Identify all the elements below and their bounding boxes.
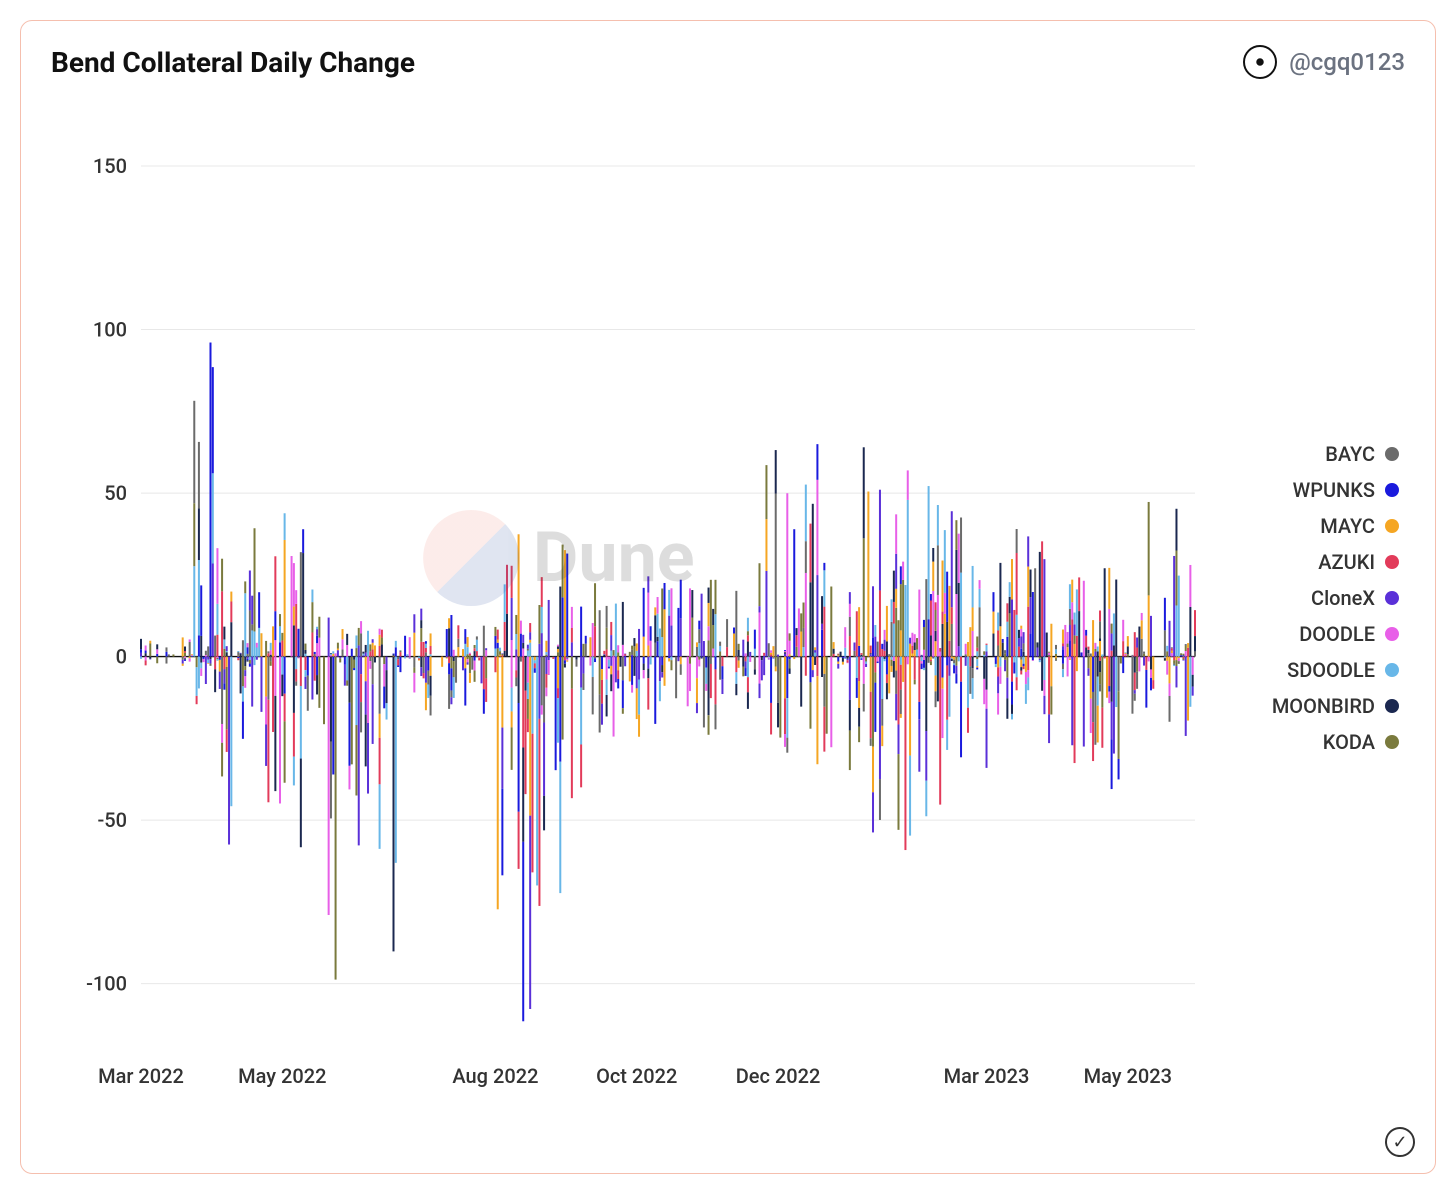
legend-label: AZUKI (1318, 550, 1375, 574)
legend-label: MAYC (1320, 514, 1375, 538)
legend-dot-icon (1385, 699, 1399, 713)
chart-area: Dune -100-50050100150Mar 2022May 2022Aug… (21, 87, 1435, 1159)
svg-text:Aug 2022: Aug 2022 (452, 1064, 538, 1088)
legend-item-doodle[interactable]: DOODLE (1299, 622, 1399, 646)
legend-label: BAYC (1325, 442, 1375, 466)
legend-dot-icon (1385, 555, 1399, 569)
chart-svg: -100 -50 0 50 100 150 Mar 2022 May 2022 Aug 2022… (51, 97, 1205, 1099)
legend-dot-icon (1385, 627, 1399, 641)
svg-text:50: 50 (104, 481, 127, 505)
legend-item-wpunks[interactable]: WPUNKS (1293, 478, 1399, 502)
svg-text:Mar 2023: Mar 2023 (944, 1064, 1030, 1088)
chart-title: Bend Collateral Daily Change (51, 46, 415, 79)
svg-text:-100: -100 (86, 972, 127, 996)
legend-dot-icon (1385, 735, 1399, 749)
svg-text:Oct 2022: Oct 2022 (596, 1064, 677, 1088)
legend-label: SDOODLE (1287, 658, 1375, 682)
target-icon (1243, 45, 1277, 79)
svg-text:0: 0 (116, 645, 127, 669)
legend-label: DOODLE (1299, 622, 1375, 646)
legend-label: MOONBIRD (1272, 694, 1375, 718)
legend-dot-icon (1385, 447, 1399, 461)
verified-check-icon: ✓ (1385, 1127, 1415, 1157)
svg-text:May 2022: May 2022 (238, 1064, 326, 1088)
legend-dot-icon (1385, 591, 1399, 605)
svg-text:Dec 2022: Dec 2022 (736, 1064, 821, 1088)
legend-dot-icon (1385, 663, 1399, 677)
legend-item-sdoodle[interactable]: SDOODLE (1287, 658, 1399, 682)
legend-item-moonbird[interactable]: MOONBIRD (1272, 694, 1399, 718)
legend-item-mayc[interactable]: MAYC (1320, 514, 1399, 538)
svg-text:-50: -50 (97, 808, 127, 832)
legend-item-clonex[interactable]: CloneX (1311, 586, 1399, 610)
plot-container[interactable]: Dune -100-50050100150Mar 2022May 2022Aug… (51, 97, 1205, 1099)
svg-text:100: 100 (93, 318, 127, 342)
chart-card: Bend Collateral Daily Change @cgq0123 Du… (20, 20, 1436, 1174)
svg-text:150: 150 (93, 154, 127, 178)
svg-text:May 2023: May 2023 (1084, 1064, 1172, 1088)
legend-item-bayc[interactable]: BAYC (1325, 442, 1399, 466)
chart-legend: BAYC WPUNKS MAYC AZUKI CloneX DOODLE SDOODLE MO… (1205, 97, 1405, 1099)
legend-label: WPUNKS (1293, 478, 1375, 502)
legend-label: CloneX (1311, 586, 1375, 610)
author-block[interactable]: @cgq0123 (1243, 45, 1405, 79)
card-header: Bend Collateral Daily Change @cgq0123 (21, 21, 1435, 87)
legend-label: KODA (1323, 730, 1375, 754)
legend-dot-icon (1385, 483, 1399, 497)
legend-item-koda[interactable]: KODA (1323, 730, 1399, 754)
legend-dot-icon (1385, 519, 1399, 533)
svg-text:Mar 2022: Mar 2022 (98, 1064, 184, 1088)
author-handle: @cgq0123 (1289, 48, 1405, 76)
legend-item-azuki[interactable]: AZUKI (1318, 550, 1399, 574)
